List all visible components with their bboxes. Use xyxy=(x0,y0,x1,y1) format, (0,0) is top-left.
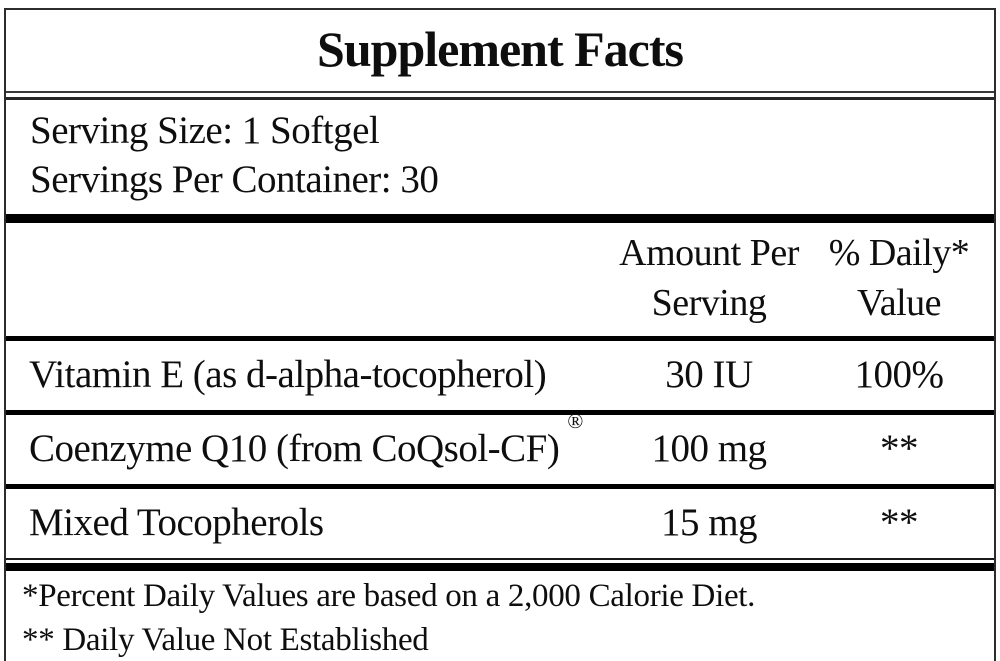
nutrient-daily-value: ** xyxy=(880,501,919,545)
nutrient-name: Coenzyme Q10 (from CoQsol-CF) ® xyxy=(6,409,614,471)
nutrient-name: Mixed Tocopherols xyxy=(6,500,614,545)
serving-thick-divider xyxy=(6,214,994,224)
footnote-not-established: ** Daily Value Not Established xyxy=(22,621,429,658)
row-divider xyxy=(6,410,994,416)
row-divider xyxy=(6,484,994,490)
column-header-row: Amount Per Serving % Daily* Value xyxy=(6,223,994,336)
nutrient-name: Vitamin E (as d-alpha-tocopherol) xyxy=(6,352,614,397)
column-header-amount-line2: Serving xyxy=(651,281,767,324)
nutrient-row-coenzyme-q10: Coenzyme Q10 (from CoQsol-CF) ® 100 mg ** xyxy=(6,409,994,484)
header-divider xyxy=(6,336,994,342)
footnotes: *Percent Daily Values are based on a 2,0… xyxy=(6,571,994,661)
servings-per-container-line: Servings Per Container: 30 xyxy=(30,158,439,202)
nutrient-row-vitamin-e: Vitamin E (as d-alpha-tocopherol) 30 IU … xyxy=(6,341,994,410)
registered-trademark-icon: ® xyxy=(567,409,584,434)
nutrient-daily-value: ** xyxy=(880,427,919,471)
nutrient-row-mixed-tocopherols: Mixed Tocopherols 15 mg ** xyxy=(6,489,994,558)
title-divider xyxy=(6,90,994,100)
serving-info: Serving Size: 1 Softgel Servings Per Con… xyxy=(6,100,994,215)
nutrient-daily-value: 100% xyxy=(854,353,945,397)
column-header-dv-line2: Value xyxy=(856,281,942,324)
serving-size-line: Serving Size: 1 Softgel xyxy=(30,108,380,152)
column-header-daily-value: % Daily* Value xyxy=(804,229,994,328)
nutrient-name-text: Vitamin E (as d-alpha-tocopherol) xyxy=(29,353,547,397)
footnote-percent-daily-values: *Percent Daily Values are based on a 2,0… xyxy=(22,578,756,615)
nutrient-amount: 15 mg xyxy=(660,501,758,545)
column-header-dv-line1: % Daily* xyxy=(828,232,970,275)
nutrient-amount: 100 mg xyxy=(651,427,767,471)
supplement-facts-label: Supplement Facts Serving Size: 1 Softgel… xyxy=(4,8,996,661)
nutrient-name-text: Mixed Tocopherols xyxy=(29,501,324,545)
label-title: Supplement Facts xyxy=(317,21,684,77)
column-header-amount: Amount Per Serving xyxy=(614,229,804,328)
column-header-amount-line1: Amount Per xyxy=(619,232,799,275)
footnote-thick-divider xyxy=(6,558,994,572)
nutrient-amount: 30 IU xyxy=(665,353,753,397)
nutrient-name-text: Coenzyme Q10 (from CoQsol-CF) xyxy=(29,427,560,471)
